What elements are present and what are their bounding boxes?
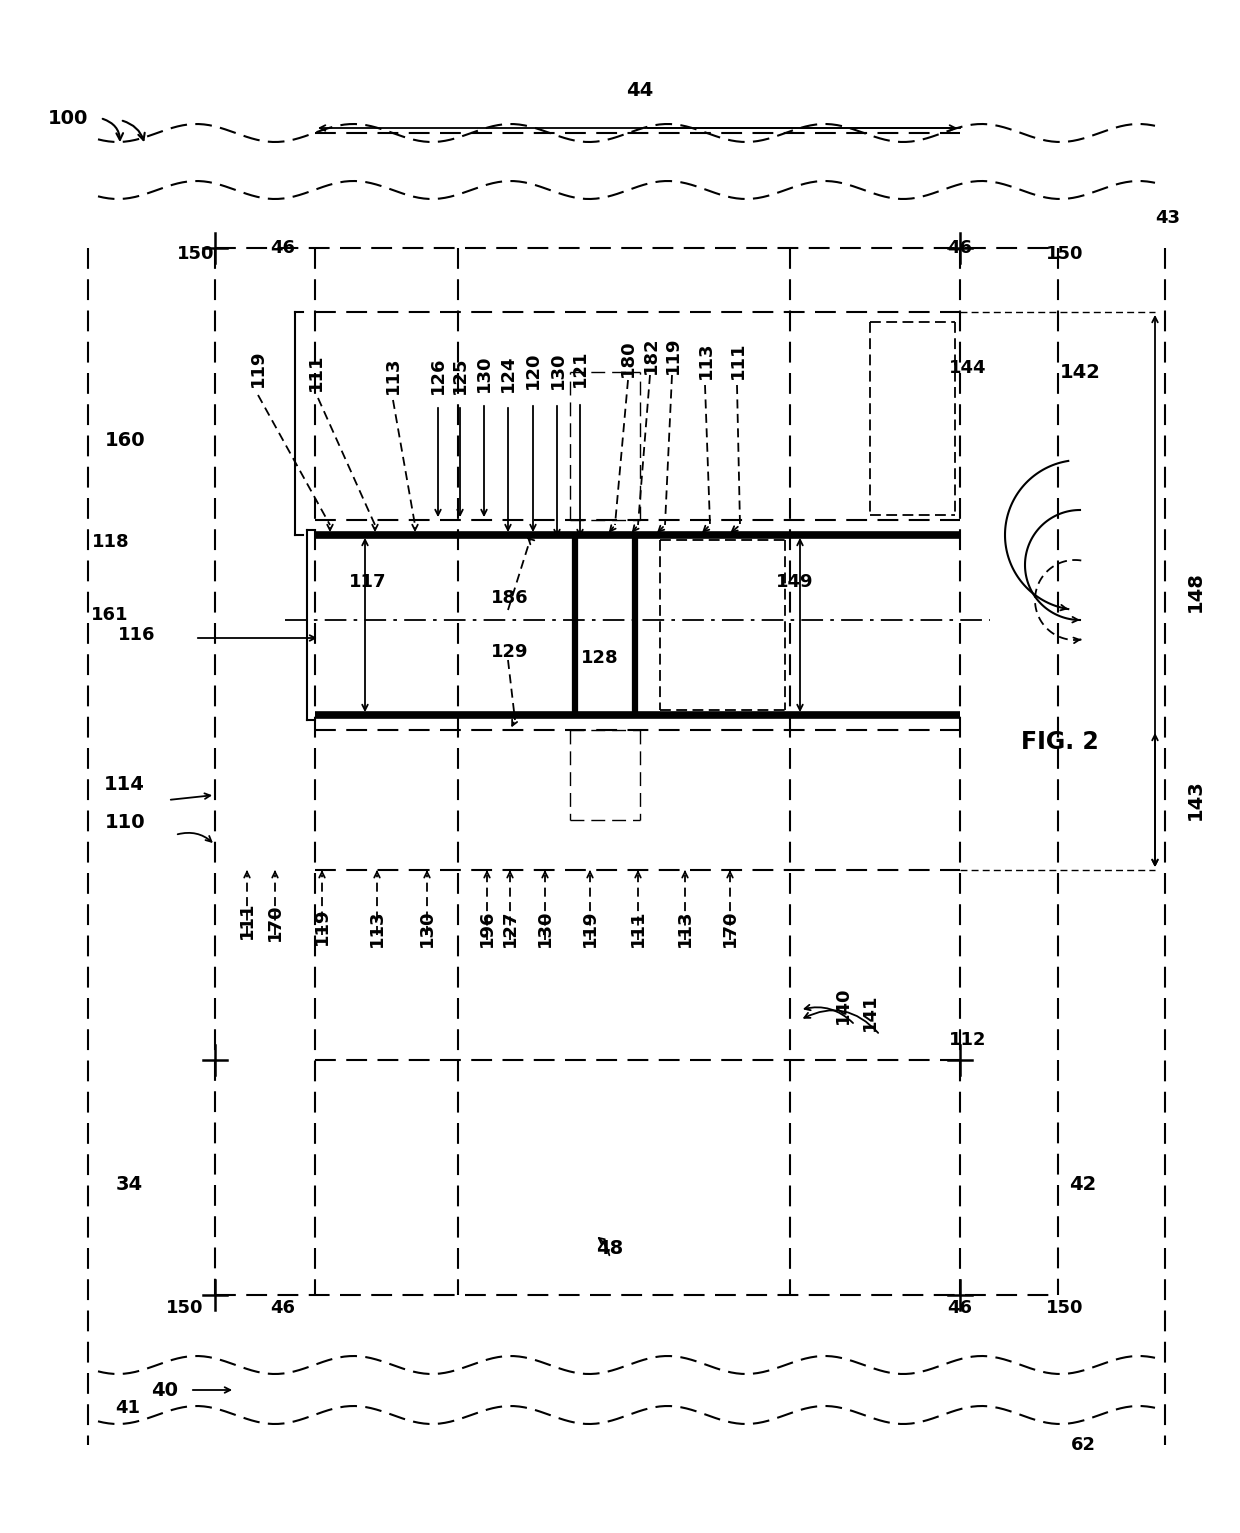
Text: 113: 113 <box>697 342 715 379</box>
Text: 114: 114 <box>104 776 145 794</box>
Text: 44: 44 <box>626 81 653 100</box>
Text: 120: 120 <box>525 351 542 389</box>
Text: 121: 121 <box>570 350 589 386</box>
Text: 119: 119 <box>663 336 682 374</box>
Text: 150: 150 <box>1047 1298 1084 1317</box>
Text: 128: 128 <box>582 648 619 667</box>
Text: 111: 111 <box>729 342 746 379</box>
Text: 46: 46 <box>270 239 295 258</box>
Text: 180: 180 <box>619 339 637 377</box>
Text: 125: 125 <box>451 356 469 394</box>
Text: 130: 130 <box>536 909 554 947</box>
Text: 42: 42 <box>1069 1176 1096 1194</box>
Text: 144: 144 <box>950 359 987 377</box>
Text: 160: 160 <box>104 431 145 449</box>
Text: 62: 62 <box>1070 1436 1095 1453</box>
Text: 113: 113 <box>368 909 386 947</box>
Text: 43: 43 <box>1156 208 1180 227</box>
Text: 48: 48 <box>596 1239 624 1257</box>
Text: 143: 143 <box>1185 780 1204 820</box>
Text: 161: 161 <box>91 606 128 624</box>
Text: 124: 124 <box>498 354 517 392</box>
Text: 148: 148 <box>1185 572 1204 613</box>
Text: 130: 130 <box>418 909 436 947</box>
Text: 118: 118 <box>92 533 130 550</box>
Text: 142: 142 <box>1059 362 1100 382</box>
Text: 130: 130 <box>475 354 494 392</box>
Text: 34: 34 <box>115 1176 143 1194</box>
Text: 127: 127 <box>501 909 520 947</box>
Text: 119: 119 <box>582 909 599 947</box>
Text: 150: 150 <box>166 1298 203 1317</box>
Text: 112: 112 <box>950 1032 987 1049</box>
Text: 119: 119 <box>312 908 331 944</box>
Text: 46: 46 <box>947 1298 972 1317</box>
Text: 113: 113 <box>384 356 402 394</box>
Text: 126: 126 <box>429 356 446 394</box>
Text: 150: 150 <box>1047 245 1084 264</box>
Text: 111: 111 <box>238 901 255 938</box>
Text: 149: 149 <box>776 573 813 592</box>
Text: 182: 182 <box>642 336 660 374</box>
Text: 119: 119 <box>249 350 267 386</box>
Text: 111: 111 <box>629 909 647 947</box>
Text: 129: 129 <box>491 642 528 661</box>
Text: 186: 186 <box>491 589 528 607</box>
Text: 111: 111 <box>308 353 325 391</box>
Text: 141: 141 <box>861 993 879 1030</box>
Text: 41: 41 <box>115 1400 140 1416</box>
Text: 170: 170 <box>720 909 739 947</box>
Text: 46: 46 <box>270 1298 295 1317</box>
Text: 117: 117 <box>350 573 387 592</box>
Text: FIG. 2: FIG. 2 <box>1021 730 1099 754</box>
Text: 140: 140 <box>835 986 852 1024</box>
Text: 113: 113 <box>676 909 694 947</box>
Text: 110: 110 <box>104 812 145 831</box>
Text: 130: 130 <box>549 351 567 389</box>
Text: 196: 196 <box>477 909 496 947</box>
Text: 100: 100 <box>47 109 88 127</box>
Text: 46: 46 <box>947 239 972 258</box>
Text: 170: 170 <box>267 903 284 941</box>
Text: 116: 116 <box>118 625 155 644</box>
Text: 150: 150 <box>177 245 215 264</box>
Text: 40: 40 <box>151 1381 179 1400</box>
